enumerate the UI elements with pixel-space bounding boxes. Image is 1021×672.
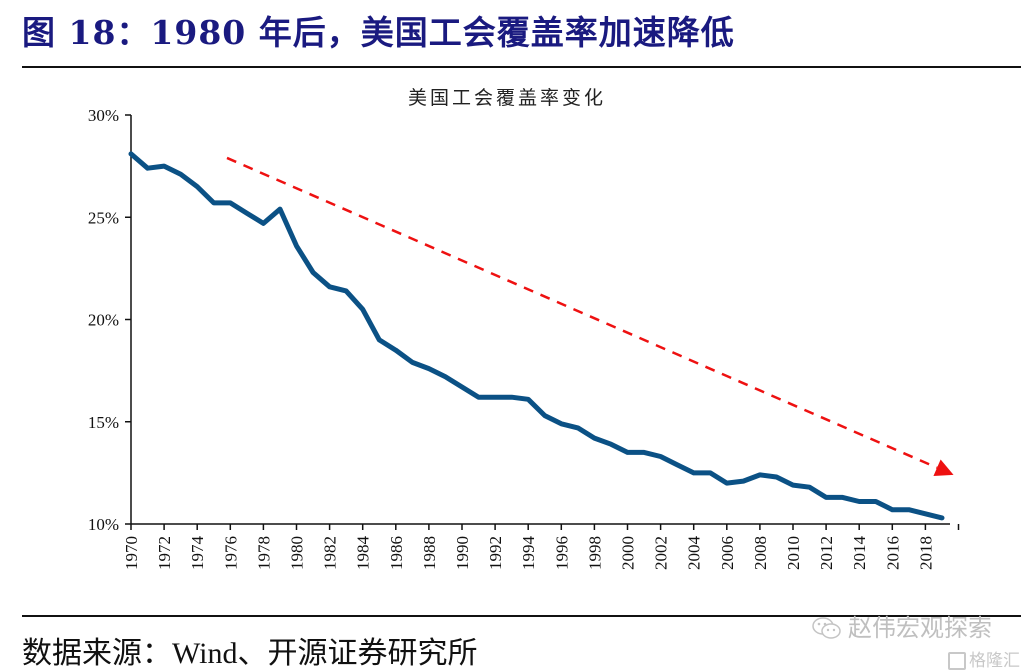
- x-tick-label: 1978: [254, 536, 273, 570]
- x-tick-label: 2008: [751, 536, 770, 570]
- trend-arrow-head: [933, 459, 954, 476]
- trend-annotation: [226, 156, 954, 476]
- x-tick-label: 1986: [387, 536, 406, 570]
- x-tick-label: 1996: [552, 536, 571, 570]
- watermark-logo: 格隆汇: [948, 646, 1020, 671]
- x-tick-label: 1972: [155, 536, 174, 570]
- x-tick-label: 2004: [685, 536, 704, 571]
- chart-title: 美国工会覆盖率变化: [408, 87, 606, 109]
- series-layer: [128, 151, 945, 521]
- y-tick-label: 20%: [88, 311, 119, 330]
- x-tick-label: 1984: [354, 536, 373, 571]
- x-tick-label: 1980: [288, 536, 307, 570]
- logo-icon: [948, 652, 966, 670]
- x-tick-label: 2006: [718, 536, 737, 570]
- x-tick-label: 1988: [420, 536, 439, 570]
- source-divider: [22, 615, 1021, 617]
- x-tick-label: 1994: [519, 536, 538, 571]
- x-tick-label: 1976: [221, 536, 240, 570]
- y-tick-label: 25%: [88, 208, 119, 227]
- y-tick-label: 10%: [88, 515, 119, 534]
- watermark-text: 赵伟宏观探索: [848, 614, 992, 642]
- x-tick-label: 1990: [453, 536, 472, 570]
- title-divider: [22, 66, 1021, 68]
- y-tick-label: 30%: [88, 106, 119, 125]
- x-tick-label: 1974: [188, 536, 207, 571]
- x-tick-label: 2012: [817, 536, 836, 570]
- trend-arrow-line: [226, 156, 938, 469]
- watermark: 赵伟宏观探索: [812, 608, 992, 643]
- y-axis: 10% 15% 20% 25% 30%: [88, 106, 132, 534]
- figure-title: 图 18：1980 年后，美国工会覆盖率加速降低: [22, 13, 735, 52]
- x-tick-label: 1970: [122, 536, 141, 570]
- x-tick-label: 2014: [850, 536, 869, 571]
- x-tick-label: 2002: [652, 536, 671, 570]
- x-tick-label: 2018: [916, 536, 935, 570]
- wechat-icon: [812, 617, 841, 639]
- x-tick-label: 1992: [486, 536, 505, 570]
- watermark-logo-text: 格隆汇: [969, 651, 1020, 671]
- line-chart: 美国工会覆盖率变化 10%15%20%25%30% 1970 1972 1974 19…: [88, 87, 960, 571]
- x-tick-label: 2010: [784, 536, 803, 570]
- series-line: [128, 151, 945, 521]
- x-tick-label: 2000: [619, 536, 638, 570]
- y-tick-label: 15%: [88, 413, 119, 432]
- x-tick-label: 1982: [321, 536, 340, 570]
- x-axis: 1970 1972 1974 1976 1978 1980 1982 1984 1986 1988…: [122, 523, 960, 571]
- x-tick-label: 2016: [883, 536, 902, 570]
- data-source: 数据来源：Wind、开源证券研究所: [22, 637, 478, 670]
- x-tick-label: 1998: [585, 536, 604, 570]
